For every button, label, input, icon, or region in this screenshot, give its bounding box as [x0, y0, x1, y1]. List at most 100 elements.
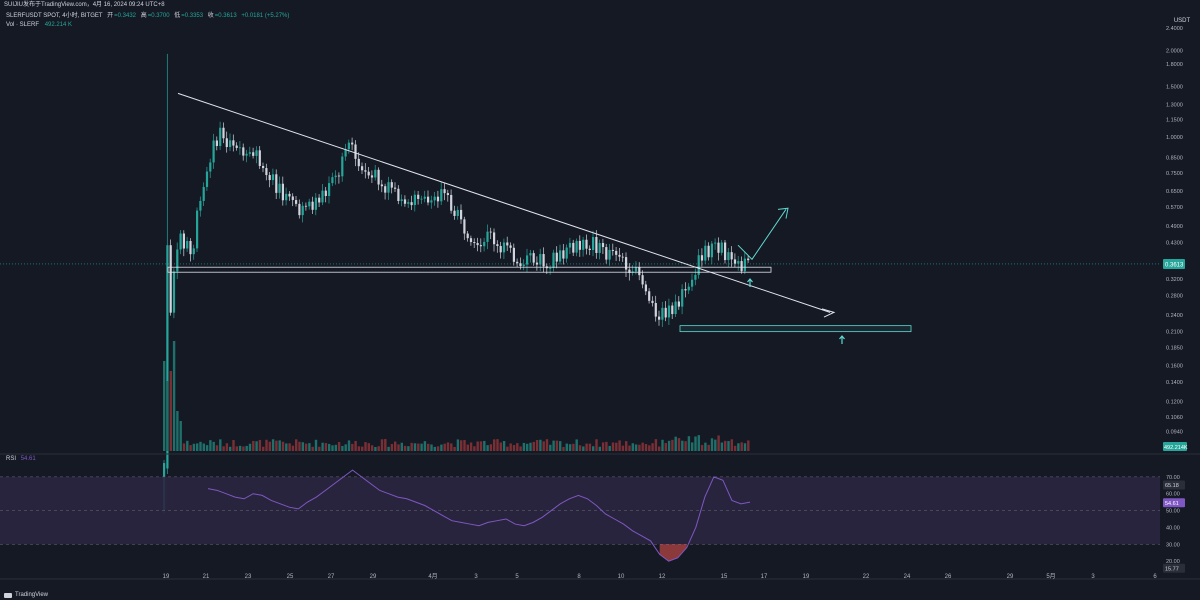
volume-bar — [265, 439, 268, 451]
volume-bar — [318, 446, 321, 451]
candle — [529, 253, 532, 256]
time-tick-label: 6 — [1153, 574, 1157, 580]
tradingview-logo-icon — [4, 592, 12, 598]
close-value: =0.3613 — [214, 13, 237, 19]
price-tick-label: 0.4900 — [1166, 224, 1183, 230]
candle — [674, 301, 677, 315]
time-tick-label: 5月 — [1046, 573, 1055, 580]
up-arrow-icon-head — [839, 335, 845, 340]
volume-bar — [163, 361, 166, 451]
candle — [436, 196, 440, 202]
rsi-current-tag-label: 54.61 — [1165, 501, 1179, 507]
volume-bar — [334, 444, 337, 451]
volume-bar — [278, 440, 281, 451]
price-tick-label: 2.4000 — [1166, 26, 1183, 32]
candle — [743, 258, 746, 272]
volume-bar — [387, 446, 390, 451]
volume-bar — [166, 381, 169, 451]
candle — [301, 205, 304, 216]
volume-bar — [324, 443, 328, 451]
volume-label: Vol · SLERF — [6, 22, 40, 28]
volume-bar — [522, 442, 526, 451]
rsi-lower-tag — [1163, 563, 1185, 573]
volume-bar — [291, 445, 295, 451]
time-tick-label: 22 — [863, 574, 870, 580]
candle — [493, 232, 496, 245]
rsi-tick-label: 40.00 — [1166, 525, 1180, 531]
time-tick-label: 3 — [474, 574, 478, 580]
volume-bar — [691, 442, 694, 451]
volume-bar — [502, 440, 506, 451]
candle — [592, 237, 595, 250]
volume-bar — [496, 439, 499, 451]
volume-bar — [328, 443, 331, 451]
price-tick-label: 0.1060 — [1166, 415, 1183, 421]
price-tick-label: 1.5000 — [1166, 85, 1183, 91]
volume-bar — [403, 445, 407, 451]
candle — [295, 200, 298, 204]
candle — [608, 249, 611, 260]
candle — [677, 301, 680, 307]
high-value: =0.3700 — [147, 13, 170, 19]
volume-bar — [463, 440, 466, 451]
candle — [222, 127, 225, 139]
candle — [337, 175, 341, 177]
candle — [245, 153, 248, 156]
publish-credit: SUIJIU发布于TradingView.com，4月 16, 2024 09:… — [4, 2, 165, 8]
price-tick-label: 0.6500 — [1166, 189, 1183, 195]
candle — [463, 219, 466, 234]
time-tick-label: 19 — [803, 574, 810, 580]
price-tick-label: 0.8500 — [1166, 155, 1183, 161]
volume-bar — [377, 446, 380, 451]
candle — [473, 242, 476, 244]
candle — [321, 190, 324, 203]
lower-zone-box — [679, 325, 912, 333]
rsi-tick-label: 70.00 — [1166, 475, 1180, 481]
candle — [420, 198, 423, 200]
volume-bar — [436, 446, 440, 451]
candle — [539, 254, 542, 265]
volume-bar — [727, 441, 730, 451]
volume-bar — [314, 439, 318, 451]
time-tick-label: 26 — [945, 574, 952, 580]
volume-bar — [400, 442, 403, 451]
candle — [667, 305, 671, 318]
downtrend-line — [177, 92, 831, 313]
price-tick-label: 0.2100 — [1166, 330, 1183, 336]
volume-bar — [476, 441, 479, 451]
candle — [318, 197, 321, 203]
candle — [192, 248, 195, 255]
candle — [588, 248, 591, 250]
time-tick-label: 17 — [761, 574, 768, 580]
volume-bar — [634, 444, 638, 451]
candle — [258, 150, 261, 167]
volume-bar — [598, 446, 601, 451]
volume-bar — [615, 442, 618, 451]
time-tick-label: 12 — [659, 574, 666, 580]
volume-bar — [456, 439, 460, 451]
candle — [377, 169, 380, 185]
volume-bar — [565, 443, 568, 451]
candle — [733, 259, 737, 264]
candle — [176, 249, 179, 272]
candle — [730, 252, 733, 260]
volume-bar — [298, 441, 301, 451]
volume-bar — [248, 443, 252, 451]
candle — [172, 271, 176, 313]
symbol-label: SLERFUSDT SPOT, 4小时, BITGET — [6, 13, 103, 19]
candle — [489, 231, 492, 233]
volume-bar — [704, 442, 707, 451]
candle — [397, 188, 400, 201]
volume-bar — [443, 443, 446, 451]
volume-bar — [717, 435, 720, 451]
price-tick-label: 2.0000 — [1166, 49, 1183, 55]
volume-bar — [423, 441, 427, 451]
candle — [265, 168, 268, 176]
high-label: 高 — [140, 13, 147, 19]
volume-bar — [687, 436, 691, 451]
volume-tag-label: 492.214K — [1164, 445, 1188, 451]
candle — [238, 147, 242, 149]
candle — [532, 253, 535, 263]
volume-bar — [724, 440, 727, 451]
